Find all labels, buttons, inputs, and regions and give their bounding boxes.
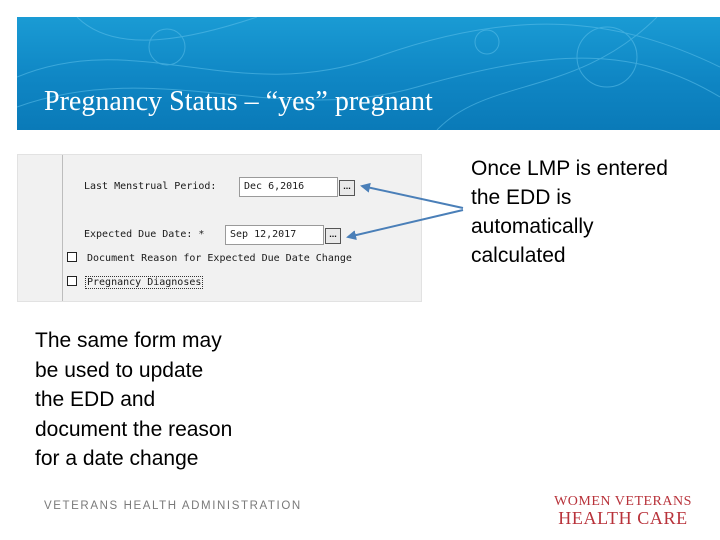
form-screenshot xyxy=(17,154,422,302)
reason-checkbox[interactable] xyxy=(67,252,77,262)
logo-line-1: WOMEN VETERANS xyxy=(554,494,692,509)
callout-line: the EDD is xyxy=(471,186,572,209)
edd-date-picker-button[interactable]: ... xyxy=(325,228,341,244)
callout-line: Once LMP is entered xyxy=(471,157,668,180)
callout-line: calculated xyxy=(471,244,566,267)
diagnoses-checkbox-label[interactable]: Pregnancy Diagnoses xyxy=(85,276,204,289)
reason-checkbox-label[interactable]: Document Reason for Expected Due Date Ch… xyxy=(87,253,352,264)
lmp-date-picker-button[interactable]: ... xyxy=(339,180,355,196)
edd-date-field[interactable]: Sep 12,2017 xyxy=(225,225,324,245)
edd-label: Expected Due Date: * xyxy=(84,229,205,240)
footer-organization: VETERANS HEALTH ADMINISTRATION xyxy=(44,500,302,512)
note-line: for a date change xyxy=(35,447,199,470)
note-line: document the reason xyxy=(35,417,233,441)
lmp-label: Last Menstrual Period: xyxy=(84,181,217,192)
banner-swirl-decoration xyxy=(17,17,720,130)
note-line: be used to update xyxy=(35,358,204,382)
logo-line-2: HEALTH CARE xyxy=(558,508,688,528)
title-banner xyxy=(17,17,720,130)
diagnoses-checkbox[interactable] xyxy=(67,276,77,286)
women-veterans-logo: WOMEN VETERANS HEALTH CARE xyxy=(548,494,698,528)
form-divider xyxy=(62,155,63,301)
note-text: The same form may be used to update the … xyxy=(35,326,295,474)
slide-title: Pregnancy Status – “yes” pregnant xyxy=(44,86,433,117)
callout-text: Once LMP is entered the EDD is automatic… xyxy=(471,154,711,270)
note-line: the EDD and xyxy=(35,388,156,411)
lmp-date-field[interactable]: Dec 6,2016 xyxy=(239,177,338,197)
note-line: The same form may xyxy=(35,329,222,352)
callout-line: automatically xyxy=(471,215,594,238)
